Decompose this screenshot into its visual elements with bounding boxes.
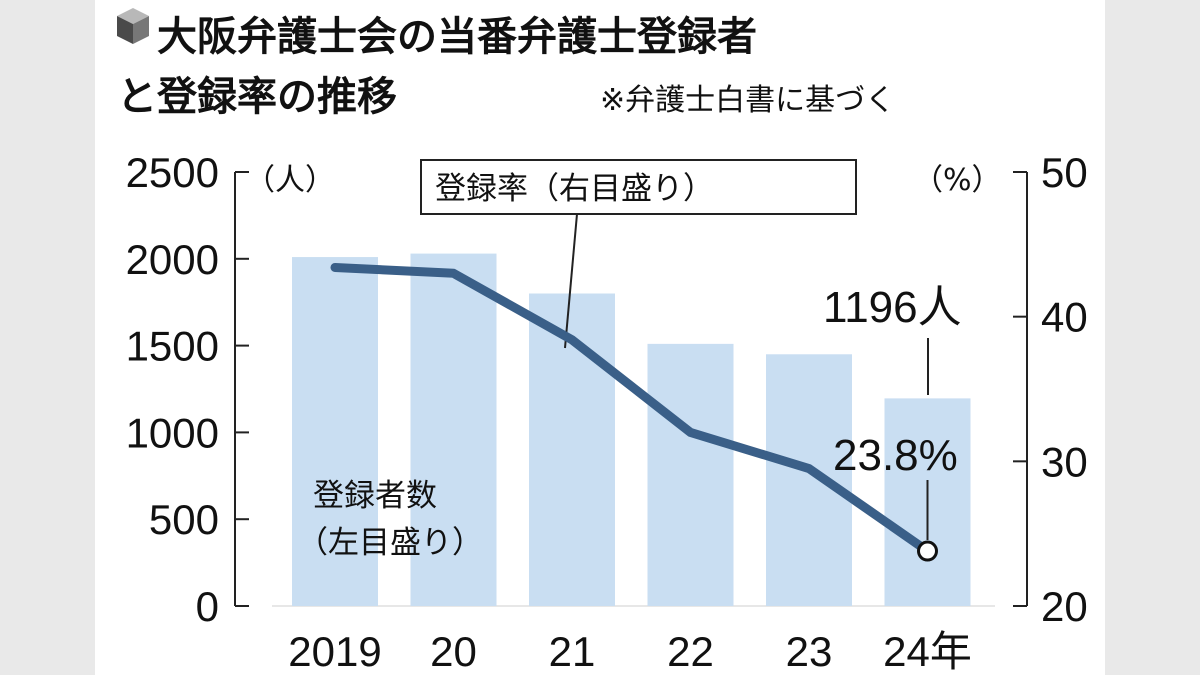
right-axis-ticks: 50 40 30 20 (1013, 149, 1088, 630)
left-tick-label: 500 (149, 496, 219, 543)
chart-panel: 大阪弁護士会の当番弁護士登録者 と登録率の推移 ※弁護士白書に基づく 2500 2… (95, 0, 1105, 675)
last-bar-annotation: 1196人 (823, 283, 962, 332)
cube-icon (117, 8, 149, 44)
title-line-2: と登録率の推移 (117, 74, 397, 120)
left-tick-label: 1500 (126, 323, 219, 370)
line-series (330, 262, 938, 562)
last-point-annotation: 23.8% (833, 431, 958, 480)
right-tick-label: 30 (1041, 438, 1088, 485)
bar (647, 343, 734, 606)
left-tick-label: 2000 (126, 236, 219, 283)
left-tick-label: 1000 (126, 409, 219, 456)
line-series-label: 登録率（右目盛り） (420, 159, 857, 349)
title-line-1: 大阪弁護士会の当番弁護士登録者 (157, 14, 757, 60)
rate-line (330, 262, 932, 556)
source-note: ※弁護士白書に基づく (600, 83, 895, 118)
left-tick-label: 2500 (126, 149, 219, 196)
chart-svg: 大阪弁護士会の当番弁護士登録者 と登録率の推移 ※弁護士白書に基づく 25002… (117, 8, 1088, 675)
x-tick-label: 20 (430, 628, 477, 675)
bar-series-label-line-1: 登録者数 (313, 478, 437, 514)
bar-series-label-line-2: （左目盛り） (297, 525, 483, 561)
x-axis-labels: 2019 20 21 22 23 24年 (288, 628, 972, 675)
bar (766, 354, 852, 606)
last-point-marker (917, 540, 938, 562)
x-tick-label: 23 (786, 628, 833, 675)
right-tick-label: 50 (1041, 149, 1088, 196)
x-tick-label: 24年 (883, 628, 972, 675)
bar (529, 293, 615, 606)
right-tick-label: 40 (1041, 294, 1088, 341)
bar-series (292, 253, 971, 607)
right-tick-label: 20 (1041, 583, 1088, 630)
bar (410, 253, 497, 607)
x-tick-label: 22 (667, 628, 714, 675)
left-axis-ticks: 2500 2000 1500 1000 500 0 (126, 149, 249, 630)
bar (292, 257, 378, 606)
line-series-label-box (420, 159, 857, 215)
x-tick-label: 2019 (288, 628, 381, 675)
line-series-leader (564, 213, 578, 349)
left-tick-label: 0 (196, 583, 219, 630)
left-axis-unit: （人） (245, 163, 335, 198)
right-axis-unit: （%） (913, 163, 1002, 198)
x-tick-label: 21 (549, 628, 596, 675)
line-series-label-text: 登録率（右目盛り） (435, 171, 714, 207)
